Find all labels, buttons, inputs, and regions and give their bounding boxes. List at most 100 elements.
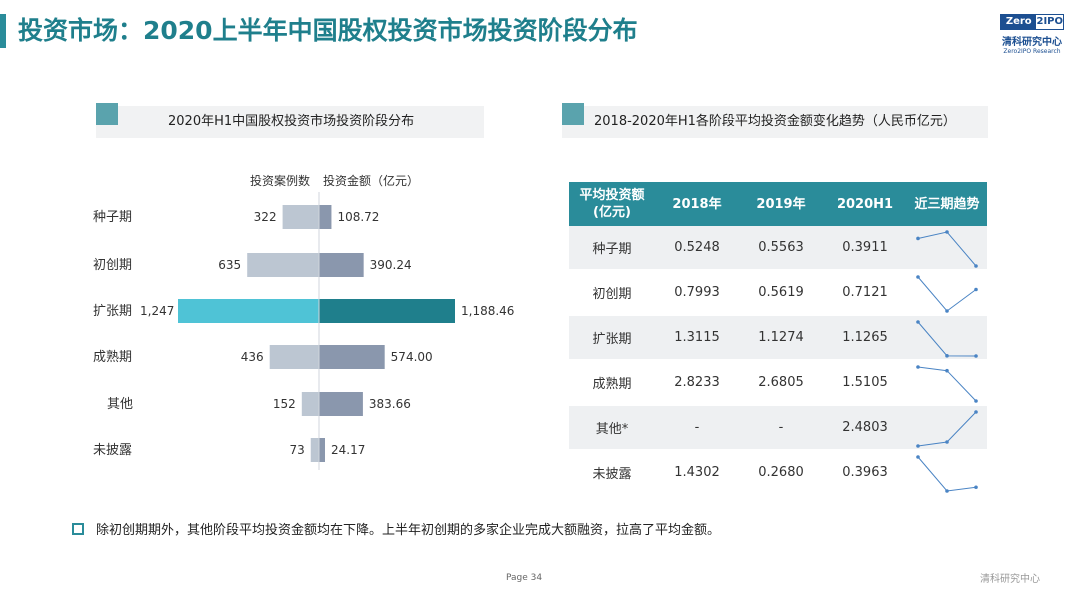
- cell-trend: [907, 226, 987, 271]
- sparkline-point: [974, 263, 978, 268]
- cell-y2019: 2.6805: [739, 361, 823, 406]
- table-row: 成熟期 2.8233 2.6805 1.5105: [569, 361, 987, 406]
- cell-y2018: 0.7993: [655, 271, 739, 316]
- cell-y2018: -: [655, 406, 739, 451]
- amount-bar: [319, 345, 385, 369]
- stage-label: 种子期: [93, 210, 132, 225]
- left-panel-title: 2020年H1中国股权投资市场投资阶段分布: [168, 114, 415, 129]
- sparkline-point: [974, 484, 978, 489]
- table-row: 其他* - -2.4803: [569, 406, 987, 451]
- case-bar: [282, 205, 319, 229]
- col-header-cases: 投资案例数: [250, 174, 311, 188]
- cell-stage: 成熟期: [569, 361, 655, 406]
- sparkline-point: [916, 364, 920, 369]
- table-header-stage: 平均投资额 (亿元): [569, 182, 655, 226]
- cell-y2020: 0.3963: [823, 451, 907, 496]
- page-number: Page 34: [506, 573, 543, 583]
- trend-sparkline: [916, 364, 978, 403]
- amount-value-label: 574.00: [391, 350, 433, 364]
- left-panel-header: [96, 106, 484, 138]
- cell-stage: 其他*: [569, 406, 655, 451]
- zero2ipo-logo: Zero 2IPO 清科研究中心 Zero2IPO Research: [1000, 14, 1064, 55]
- cell-y2019: 0.5563: [739, 226, 823, 271]
- sparkline-line: [917, 276, 977, 312]
- note-bullet-icon: [72, 523, 84, 535]
- trend-sparkline: [916, 409, 978, 448]
- right-panel-title: 2018-2020年H1各阶段平均投资金额变化趋势（人民币亿元）: [594, 114, 956, 129]
- header-stage-line2: (亿元): [593, 205, 631, 220]
- case-value-label: 152: [273, 397, 296, 411]
- case-value-label: 1,247: [140, 304, 174, 318]
- trend-sparkline: [916, 229, 978, 268]
- sparkline-point: [974, 409, 978, 414]
- cell-stage: 未披露: [569, 451, 655, 496]
- table-header-2020: 2020H1: [823, 182, 907, 226]
- logo-ipo: 2IPO: [1036, 16, 1063, 27]
- case-value-label: 635: [218, 258, 241, 272]
- trend-sparkline: [916, 319, 978, 358]
- amount-value-label: 383.66: [369, 397, 411, 411]
- sparkline-line: [917, 230, 977, 266]
- cell-stage: 扩张期: [569, 316, 655, 361]
- logo-zero: Zero: [1001, 15, 1037, 29]
- case-bar: [301, 392, 319, 416]
- case-bar: [269, 345, 319, 369]
- col-header-amount: 投资金额（亿元）: [323, 174, 420, 188]
- note-text: 除初创期期外，其他阶段平均投资金额均在下降。上半年初创期的多家企业完成大额融资，…: [96, 523, 721, 538]
- amount-value-label: 1,188.46: [461, 304, 514, 318]
- cell-y2019: 0.2680: [739, 451, 823, 496]
- cell-y2020: 0.3911: [823, 226, 907, 271]
- title-accent-bar: [0, 14, 6, 48]
- stage-label: 成熟期: [93, 349, 132, 365]
- table-header-2018: 2018年: [655, 182, 739, 226]
- cell-trend: [907, 451, 987, 496]
- cell-y2019: -: [739, 406, 823, 451]
- cell-trend: [907, 406, 987, 451]
- table-row: 扩张期 1.3115 1.1274 1.1265: [569, 316, 987, 361]
- case-bar: [247, 253, 319, 277]
- amount-bar: [319, 392, 363, 416]
- left-panel-marker: [96, 103, 118, 125]
- sparkline-point: [974, 287, 978, 291]
- amount-bar: [319, 205, 332, 229]
- footer-logo: 清科研究中心: [980, 574, 1040, 585]
- cell-y2020: 1.5105: [823, 361, 907, 406]
- logo-cn: 清科研究中心: [1002, 37, 1062, 48]
- stage-label: 其他: [107, 397, 133, 412]
- sparkline-point: [974, 398, 978, 403]
- amount-bar: [319, 438, 325, 462]
- cell-y2020: 0.7121: [823, 271, 907, 316]
- cell-y2019: 1.1274: [739, 316, 823, 361]
- avg-investment-table: 平均投资额 (亿元) 2018年 2019年 2020H1 近三期趋势 种子期 0.…: [569, 182, 987, 496]
- cell-trend: [907, 361, 987, 406]
- case-bar: [178, 299, 319, 323]
- table-row: 初创期 0.7993 0.5619 0.7121: [569, 271, 987, 316]
- case-value-label: 322: [254, 210, 277, 224]
- cell-y2018: 0.5248: [655, 226, 739, 271]
- cell-y2020: 1.1265: [823, 316, 907, 361]
- trend-sparkline: [916, 274, 978, 313]
- sparkline-point: [974, 353, 978, 358]
- sparkline-point: [945, 439, 949, 444]
- table-header-row: 平均投资额 (亿元) 2018年 2019年 2020H1 近三期趋势: [569, 182, 987, 226]
- cell-y2018: 1.4302: [655, 451, 739, 496]
- table-row: 种子期 0.5248 0.5563 0.3911: [569, 226, 987, 271]
- right-panel-marker: [562, 103, 584, 125]
- sparkline-point: [916, 236, 920, 240]
- sparkline-point: [945, 229, 949, 234]
- sparkline-point: [916, 443, 920, 448]
- header-stage-line1: 平均投资额: [579, 188, 645, 203]
- right-panel-header: [562, 106, 988, 138]
- sparkline-point: [916, 454, 920, 459]
- table-header-2019: 2019年: [739, 182, 823, 226]
- sparkline-point: [945, 488, 949, 493]
- stage-label: 未披露: [93, 443, 132, 458]
- cell-y2020: 2.4803: [823, 406, 907, 451]
- stage-label: 初创期: [93, 258, 132, 273]
- cell-y2019: 0.5619: [739, 271, 823, 316]
- page-title: 投资市场：2020上半年中国股权投资市场投资阶段分布: [18, 16, 638, 45]
- cell-stage: 种子期: [569, 226, 655, 271]
- trend-sparkline: [916, 454, 978, 493]
- cell-trend: [907, 316, 987, 361]
- cell-y2018: 1.3115: [655, 316, 739, 361]
